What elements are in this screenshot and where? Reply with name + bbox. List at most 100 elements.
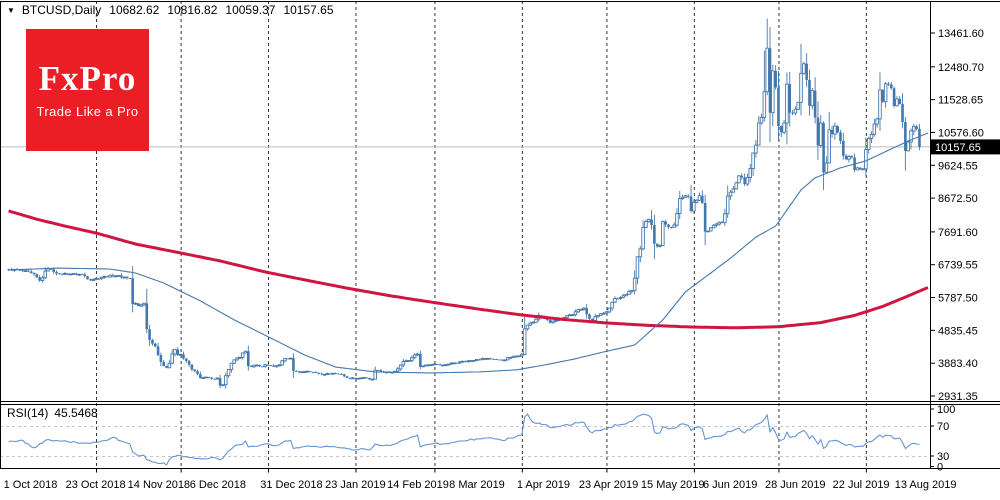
- bull-candle-body: [122, 276, 126, 279]
- bear-candle-body: [376, 370, 380, 372]
- bull-candle-body: [232, 359, 236, 364]
- bull-candle-body: [765, 47, 769, 93]
- bear-candle-body: [419, 353, 422, 367]
- axis-label: 22 Jul 2019: [833, 479, 890, 491]
- bull-candle-body: [350, 377, 355, 380]
- bull-candle-body: [624, 293, 628, 297]
- bull-candle-body: [427, 364, 431, 367]
- bear-candle-body: [740, 175, 744, 178]
- bull-candle-body: [466, 360, 471, 363]
- bear-candle-body: [196, 371, 199, 375]
- axis-label: 14 Feb 2019: [387, 479, 449, 491]
- logo-brand-text: FxPro: [38, 59, 137, 98]
- bull-candle-body: [40, 277, 45, 282]
- bear-candle-body: [38, 277, 41, 281]
- bull-candle-body: [717, 221, 721, 225]
- bull-candle-body: [875, 118, 879, 125]
- bull-candle-body: [522, 328, 527, 355]
- bull-candle-body: [632, 277, 637, 292]
- bull-candle-body: [610, 301, 614, 309]
- bear-candle-body: [35, 274, 39, 278]
- bull-candle-body: [508, 356, 513, 359]
- bull-candle-body: [793, 108, 798, 114]
- axis-label: 14 Nov 2018: [128, 479, 190, 491]
- axis-label: 7691.60: [938, 227, 978, 239]
- bull-candle-body: [573, 311, 578, 316]
- bear-candle-body: [314, 372, 318, 373]
- bull-candle-body: [579, 308, 583, 311]
- bear-candle-body: [29, 271, 33, 273]
- bull-candle-body: [116, 275, 121, 277]
- bear-candle-body: [111, 275, 115, 277]
- bear-candle-body: [32, 272, 36, 275]
- bear-candle-body: [464, 361, 467, 363]
- bear-candle-body: [249, 366, 253, 367]
- bear-candle-body: [791, 112, 794, 114]
- bear-candle-body: [585, 308, 588, 315]
- axis-label: 31 Dec 2018: [260, 479, 322, 491]
- bear-candle-body: [616, 298, 620, 300]
- axis-label: 10576.60: [938, 127, 984, 139]
- bull-candle-body: [223, 375, 228, 386]
- bear-candle-body: [106, 276, 109, 278]
- bull-candle-body: [864, 149, 868, 170]
- bull-candle-body: [635, 256, 640, 279]
- bear-candle-body: [128, 278, 132, 279]
- bull-candle-body: [108, 274, 112, 278]
- rsi-current-value: 45.5468: [54, 406, 98, 420]
- bear-candle-body: [176, 349, 180, 356]
- bull-candle-body: [167, 362, 172, 369]
- bull-candle-body: [576, 309, 580, 313]
- bull-candle-body: [443, 364, 448, 367]
- bull-candle-body: [694, 199, 699, 203]
- bear-candle-body: [74, 273, 78, 275]
- bull-candle-body: [697, 195, 702, 201]
- bull-candle-body: [731, 188, 736, 193]
- bear-candle-body: [904, 121, 907, 151]
- bull-candle-body: [723, 213, 727, 224]
- bear-candle-body: [379, 370, 383, 372]
- bull-candle-body: [322, 373, 327, 376]
- bull-candle-body: [534, 318, 538, 323]
- bull-candle-body: [102, 275, 107, 278]
- bear-candle-body: [892, 88, 896, 106]
- axis-label: 12480.70: [938, 62, 984, 74]
- axis-label: 28 Jun 2019: [765, 479, 826, 491]
- bull-candle-body: [709, 227, 713, 232]
- bear-candle-body: [159, 355, 163, 362]
- bull-candle-body: [71, 273, 76, 275]
- bull-candle-body: [706, 230, 710, 233]
- bull-candle-body: [737, 175, 741, 184]
- bear-candle-body: [60, 273, 64, 275]
- bull-candle-body: [672, 224, 676, 228]
- bear-candle-body: [808, 79, 811, 106]
- axis-label: 11528.65: [938, 95, 983, 107]
- bull-candle-body: [474, 359, 479, 361]
- axis-label: 23 Oct 2018: [66, 479, 126, 491]
- symbol-collapse-arrow-icon[interactable]: ▼: [7, 5, 15, 15]
- bull-candle-body: [714, 223, 719, 226]
- ohlc-high-value: 10816.82: [167, 3, 218, 17]
- ohlc-low-value: 10059.37: [225, 3, 276, 17]
- bull-candle-body: [429, 364, 434, 366]
- bear-candle-body: [768, 48, 772, 113]
- bull-candle-body: [855, 167, 860, 171]
- bull-candle-body: [68, 273, 73, 276]
- bear-candle-body: [165, 366, 168, 368]
- bear-candle-body: [292, 358, 295, 371]
- bull-candle-body: [553, 320, 558, 322]
- bull-candle-body: [675, 212, 679, 226]
- bear-candle-body: [83, 274, 87, 277]
- bull-candle-body: [658, 244, 662, 247]
- ohlc-close-value: 10157.65: [283, 3, 334, 17]
- axis-label: 4835.45: [938, 325, 978, 337]
- bear-candle-body: [137, 303, 140, 307]
- bull-candle-body: [517, 355, 521, 358]
- bear-candle-body: [297, 371, 301, 373]
- bull-candle-body: [300, 371, 304, 374]
- bull-candle-body: [810, 90, 815, 107]
- bull-candle-body: [646, 219, 651, 223]
- bull-candle-body: [458, 361, 462, 364]
- bull-candle-body: [362, 376, 366, 379]
